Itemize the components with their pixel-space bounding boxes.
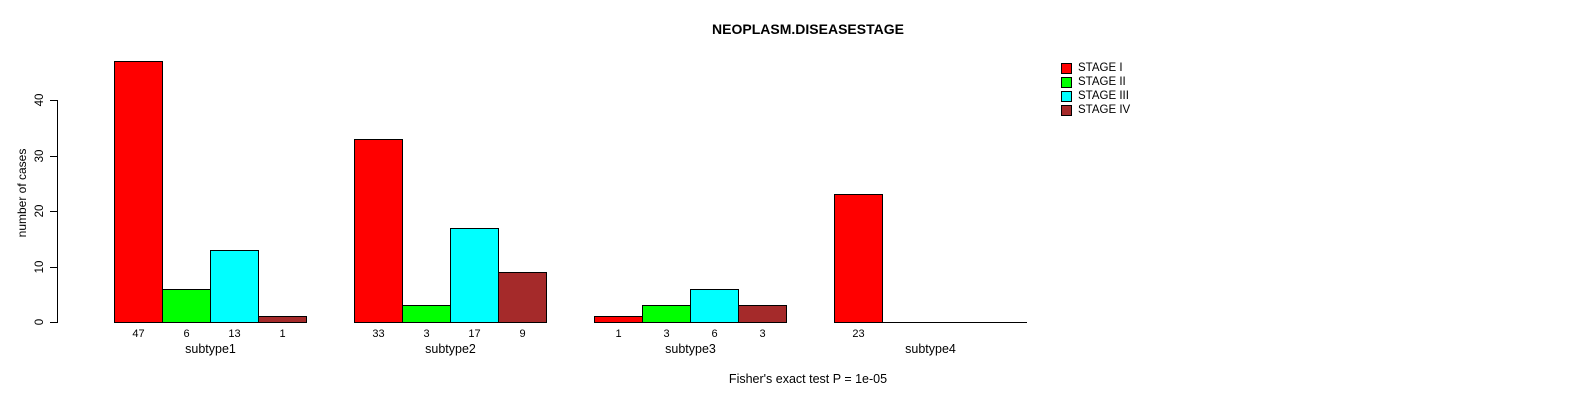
legend-swatch-icon — [1061, 104, 1072, 116]
bar-subtype1-stage-i — [114, 61, 163, 323]
bar-subtype3-stage-iii — [690, 289, 739, 323]
y-tick-mark — [50, 100, 57, 101]
y-axis-line — [57, 100, 58, 323]
legend-label: STAGE II — [1078, 76, 1126, 88]
legend: STAGE I STAGE II STAGE III STAGE IV — [1061, 61, 1130, 117]
bar-subtype3-stage-ii — [642, 305, 691, 323]
y-tick-mark — [50, 211, 57, 212]
bar-subtype2-stage-i — [354, 139, 403, 323]
bar-value-label: 33 — [372, 328, 385, 340]
bar-subtype3-stage-i — [594, 316, 643, 323]
y-tick-label: 40 — [34, 93, 46, 107]
bar-subtype2-stage-iv — [498, 272, 547, 323]
category-label-subtype2: subtype2 — [425, 342, 476, 356]
y-tick-mark — [50, 266, 57, 268]
bar-subtype2-stage-iii — [450, 228, 499, 323]
bar-subtype1-stage-iii — [210, 250, 259, 323]
legend-swatch-icon — [1061, 76, 1072, 88]
bar-subtype1-stage-ii — [162, 289, 211, 323]
legend-row: STAGE IV — [1061, 103, 1130, 117]
bar-subtype4-stage-iii-zero — [930, 322, 979, 323]
bar-value-label: 6 — [711, 328, 718, 340]
legend-row: STAGE III — [1061, 89, 1130, 103]
bar-subtype3-stage-iv — [738, 305, 787, 323]
bar-subtype2-stage-ii — [402, 305, 451, 323]
bar-value-label: 47 — [132, 328, 145, 340]
legend-row: STAGE II — [1061, 75, 1130, 89]
bar-subtype4-stage-i — [834, 194, 883, 323]
bar-value-label: 6 — [183, 328, 190, 340]
fisher-test-annotation: Fisher's exact test P = 1e-05 — [728, 372, 888, 386]
bar-value-label: 3 — [423, 328, 430, 340]
chart-title: NEOPLASM.DISEASESTAGE — [712, 21, 904, 37]
bar-subtype4-stage-iv-zero — [978, 322, 1027, 323]
y-tick-label: 20 — [34, 204, 46, 218]
bar-value-label: 1 — [615, 328, 622, 340]
y-tick-mark — [50, 322, 57, 323]
y-tick-label: 10 — [34, 260, 46, 273]
legend-label: STAGE III — [1078, 90, 1129, 102]
bar-value-label: 23 — [852, 328, 865, 340]
category-label-subtype1: subtype1 — [185, 342, 236, 356]
bar-subtype4-stage-ii-zero — [882, 322, 931, 323]
legend-label: STAGE I — [1078, 62, 1123, 74]
bar-value-label: 17 — [468, 328, 481, 340]
y-tick-mark — [50, 155, 57, 157]
y-axis-label: number of cases — [15, 148, 29, 238]
legend-row: STAGE I — [1061, 61, 1130, 75]
legend-swatch-icon — [1061, 62, 1072, 74]
bar-value-label: 3 — [759, 328, 766, 340]
legend-swatch-icon — [1061, 90, 1072, 102]
y-tick-label: 30 — [34, 149, 46, 162]
bar-value-label: 3 — [663, 328, 670, 340]
bar-value-label: 1 — [279, 328, 286, 340]
legend-label: STAGE IV — [1078, 104, 1131, 116]
bar-subtype1-stage-iv — [258, 316, 307, 323]
category-label-subtype4: subtype4 — [905, 342, 956, 356]
bar-value-label: 9 — [519, 328, 526, 340]
bar-value-label: 13 — [228, 328, 241, 340]
y-tick-label: 0 — [34, 318, 46, 326]
category-label-subtype3: subtype3 — [665, 342, 716, 356]
